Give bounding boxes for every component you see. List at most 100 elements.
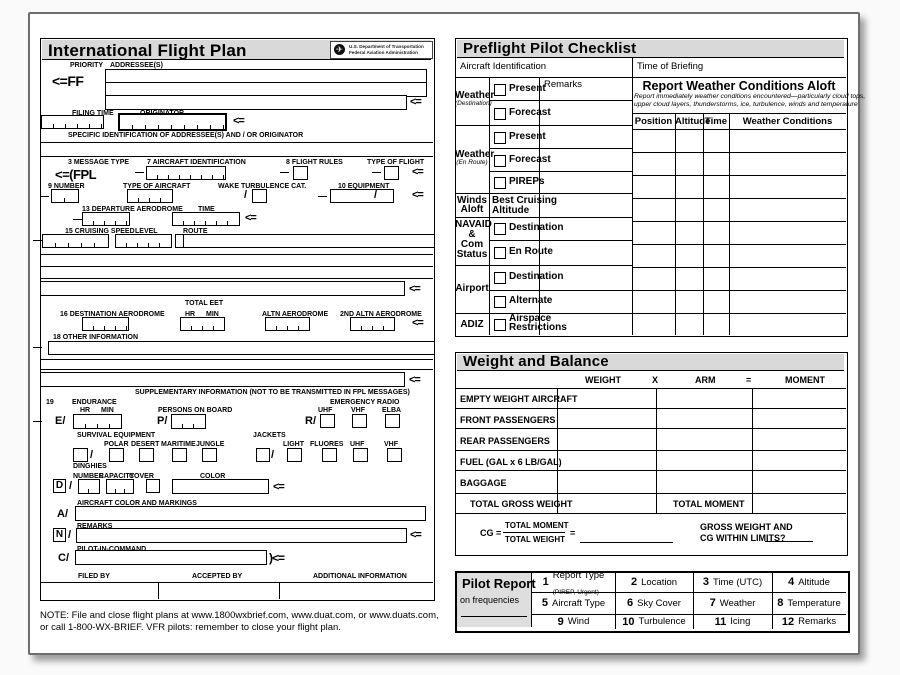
jungle-checkbox[interactable] — [202, 448, 217, 462]
supplementary-label: SUPPLEMENTARY INFORMATION (NOT TO BE TRA… — [135, 389, 410, 396]
grid-line — [455, 313, 632, 314]
wb-total-moment-label: TOTAL MOMENT — [673, 499, 745, 509]
uhf-label: UHF — [318, 407, 333, 414]
type-of-flight-field[interactable] — [384, 166, 399, 180]
cg-equals: = — [570, 528, 576, 538]
cruising-speed-field[interactable] — [42, 234, 109, 248]
wb-moment-header: MOMENT — [785, 375, 825, 385]
remarks-field[interactable] — [76, 528, 407, 543]
radio-prefix: R/ — [305, 415, 316, 427]
originator-arrow: <= — [233, 115, 245, 127]
pilot-report-cell-2: 2 Location — [616, 573, 692, 591]
aircraft-color-label: AIRCRAFT COLOR AND MARKINGS — [77, 500, 197, 507]
survival-checkbox[interactable] — [73, 448, 88, 462]
dinghies-slash: / — [69, 480, 73, 492]
dinghies-color-field[interactable] — [172, 479, 269, 494]
airport-destination-checkbox[interactable] — [494, 272, 506, 284]
other-information-field[interactable] — [48, 341, 435, 355]
cg-answer-line[interactable] — [580, 542, 673, 543]
destination-aerodrome-field[interactable] — [82, 317, 129, 331]
addressee-field-3[interactable] — [105, 95, 407, 110]
aircraft-identification-field[interactable] — [146, 166, 226, 180]
polar-checkbox[interactable] — [109, 448, 124, 462]
time-label: TIME — [198, 206, 215, 213]
endurance-field[interactable] — [73, 414, 122, 429]
jacket-uhf-checkbox[interactable] — [353, 448, 368, 462]
time-field[interactable] — [172, 212, 240, 226]
route-continuation-field[interactable] — [40, 281, 405, 296]
pr-cell-num: 8 — [777, 597, 784, 609]
dinghies-capacity-label: CAPACITY — [99, 473, 135, 480]
weather-dest-present-checkbox[interactable] — [494, 84, 506, 96]
wake-turbulence-field[interactable] — [252, 189, 267, 203]
persons-on-board-field[interactable] — [171, 414, 206, 429]
level-field[interactable] — [115, 234, 172, 248]
row13-arrow: <= — [245, 212, 257, 224]
pilot-in-command-label: PILOT-IN-COMMAND — [77, 546, 146, 553]
weather-dest-forecast-label: Forecast — [509, 107, 551, 118]
weather-enroute-present-label: Present — [509, 131, 546, 142]
accepted-by-label: ACCEPTED BY — [192, 573, 243, 580]
pilot-in-command-field[interactable] — [75, 550, 267, 565]
jackets-checkbox[interactable] — [256, 448, 270, 462]
flight-rules-field[interactable] — [293, 166, 308, 180]
grid-line — [455, 450, 846, 451]
type-of-aircraft-field[interactable] — [127, 189, 173, 203]
dash-mark — [280, 172, 289, 173]
filing-time-field[interactable] — [41, 115, 104, 129]
airport-destination-label: Destination — [509, 271, 564, 282]
equipment-field[interactable] — [330, 189, 394, 203]
specific-id-label: SPECIFIC IDENTIFICATION OF ADDRESSEE(S) … — [68, 132, 304, 139]
checklist-title-bar — [457, 40, 844, 58]
grid-line — [632, 313, 846, 314]
dinghies-cover-checkbox[interactable] — [146, 479, 160, 493]
jacket-vhf-label: VHF — [384, 441, 398, 448]
grid-line — [632, 267, 846, 268]
pireps-checkbox[interactable] — [494, 177, 506, 189]
maritime-checkbox[interactable] — [172, 448, 187, 462]
route-field[interactable] — [183, 234, 435, 248]
pilot-report-cell-8: 8 Temperature — [773, 593, 845, 613]
dinghies-capacity-field[interactable] — [106, 479, 134, 494]
originator-field[interactable] — [118, 113, 227, 131]
airport-alternate-checkbox[interactable] — [494, 296, 506, 308]
second-altn-aerodrome-field[interactable] — [350, 317, 395, 331]
adiz-airspace-checkbox[interactable] — [494, 319, 506, 331]
category-weather-destination: Weather — [455, 90, 495, 101]
grid-line — [632, 198, 846, 199]
desert-checkbox[interactable] — [139, 448, 154, 462]
radio-uhf-checkbox[interactable] — [320, 414, 335, 428]
weather-dest-forecast-checkbox[interactable] — [494, 108, 506, 120]
grid-line — [40, 142, 433, 143]
number-field[interactable] — [51, 189, 79, 203]
departure-field[interactable] — [82, 212, 130, 226]
priority-label: PRIORITY — [70, 62, 104, 69]
aircraft-color-field[interactable] — [75, 506, 426, 521]
fluores-checkbox[interactable] — [322, 448, 337, 462]
altn-aerodrome-field[interactable] — [265, 317, 310, 331]
radio-elba-checkbox[interactable] — [385, 414, 400, 428]
equipment-label: 10 EQUIPMENT — [338, 183, 390, 190]
radio-vhf-checkbox[interactable] — [352, 414, 367, 428]
note-line1: NOTE: File and close flight plans at www… — [40, 610, 439, 621]
min-label: MIN — [206, 311, 219, 318]
adiz-airspace-label-1: Airspace — [509, 313, 552, 324]
weather-enroute-forecast-checkbox[interactable] — [494, 155, 506, 167]
weather-enroute-present-checkbox[interactable] — [494, 132, 506, 144]
navaid-destination-checkbox[interactable] — [494, 223, 506, 235]
frequency-answer-line[interactable] — [461, 616, 527, 617]
dinghies-number-field[interactable] — [78, 479, 100, 494]
limits-answer-line[interactable] — [765, 541, 813, 542]
checklist-remarks-header: Remarks — [544, 79, 583, 90]
grid-line — [40, 266, 433, 267]
row18-arrow: <= — [409, 374, 421, 386]
total-eet-field[interactable] — [180, 317, 225, 331]
cg-numerator: TOTAL MOMENT — [505, 521, 569, 530]
navaid-enroute-checkbox[interactable] — [494, 247, 506, 259]
light-checkbox[interactable] — [287, 448, 302, 462]
other-information-continuation-field[interactable] — [40, 372, 405, 387]
jacket-vhf-checkbox[interactable] — [387, 448, 402, 462]
wb-row-fuel: FUEL (GAL x 6 LB/GAL) — [460, 457, 562, 467]
flight-rules-label: 8 FLIGHT RULES — [286, 159, 343, 166]
